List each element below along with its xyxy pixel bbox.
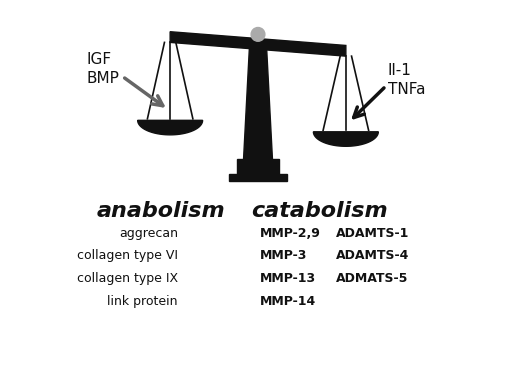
Text: IGF: IGF: [86, 52, 111, 67]
Text: link protein: link protein: [107, 295, 178, 308]
Polygon shape: [138, 120, 203, 135]
Text: MMP-3: MMP-3: [260, 249, 308, 262]
Text: ADAMTS-4: ADAMTS-4: [336, 249, 410, 262]
Text: MMP-13: MMP-13: [260, 272, 316, 285]
Text: anabolism: anabolism: [96, 201, 225, 220]
Text: ADAMTS-1: ADAMTS-1: [336, 227, 410, 240]
Polygon shape: [244, 44, 272, 160]
Polygon shape: [229, 174, 287, 181]
Text: MMP-14: MMP-14: [260, 295, 316, 308]
Polygon shape: [237, 159, 279, 174]
Text: catabolism: catabolism: [251, 201, 388, 220]
Text: BMP: BMP: [86, 71, 119, 86]
Text: ADMATS-5: ADMATS-5: [336, 272, 409, 285]
Text: Il-1: Il-1: [388, 63, 412, 78]
Text: aggrecan: aggrecan: [119, 227, 178, 240]
Text: collagen type VI: collagen type VI: [77, 249, 178, 262]
Text: collagen type IX: collagen type IX: [77, 272, 178, 285]
Polygon shape: [313, 132, 378, 146]
Polygon shape: [170, 32, 346, 56]
Circle shape: [251, 28, 265, 41]
Text: MMP-2,9: MMP-2,9: [260, 227, 321, 240]
Text: TNFa: TNFa: [388, 82, 425, 97]
